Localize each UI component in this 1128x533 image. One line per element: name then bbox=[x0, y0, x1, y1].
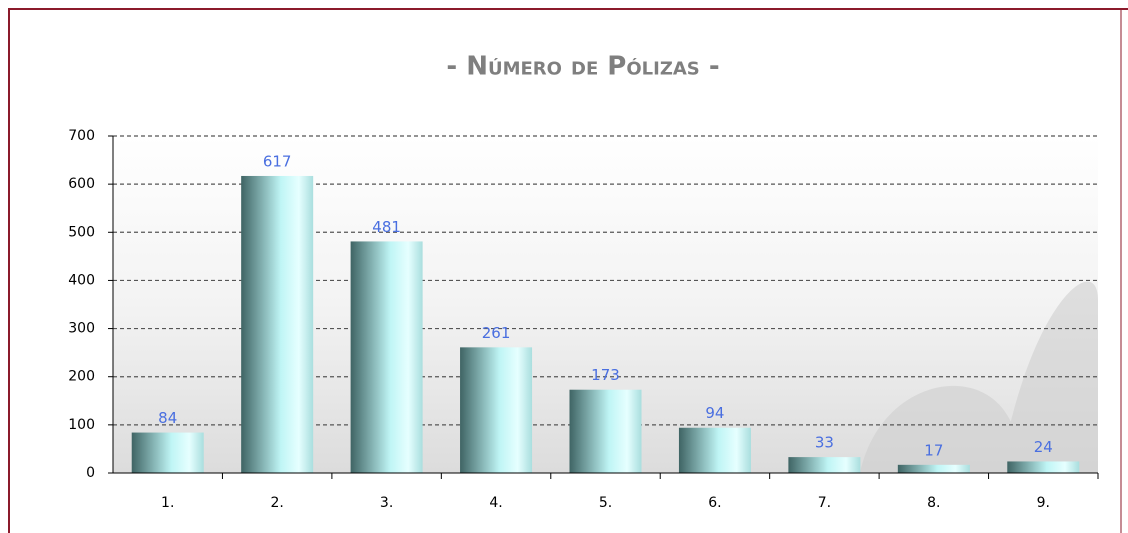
value-label: 17 bbox=[924, 441, 943, 459]
value-label: 617 bbox=[263, 152, 292, 170]
x-tick-label: 7. bbox=[818, 495, 831, 511]
bar bbox=[570, 390, 642, 473]
y-tick-label: 0 bbox=[86, 465, 95, 481]
x-tick-label: 5. bbox=[599, 495, 612, 511]
value-label: 481 bbox=[372, 218, 401, 236]
value-label: 173 bbox=[591, 366, 620, 384]
value-label: 261 bbox=[482, 324, 511, 342]
x-tick-label: 6. bbox=[708, 495, 721, 511]
x-tick-label: 2. bbox=[270, 495, 283, 511]
bar bbox=[788, 457, 860, 473]
bar bbox=[132, 433, 204, 473]
value-label: 24 bbox=[1034, 438, 1053, 456]
value-label: 33 bbox=[815, 434, 834, 452]
y-tick-label: 500 bbox=[68, 224, 95, 240]
x-tick-label: 3. bbox=[380, 495, 393, 511]
y-tick-label: 700 bbox=[68, 128, 95, 144]
x-tick-label: 8. bbox=[927, 495, 940, 511]
bar bbox=[241, 176, 313, 473]
y-tick-label: 400 bbox=[68, 272, 95, 288]
y-tick-label: 200 bbox=[68, 369, 95, 385]
bar bbox=[460, 347, 532, 473]
bar bbox=[679, 428, 751, 473]
y-tick-label: 100 bbox=[68, 417, 95, 433]
value-label: 94 bbox=[705, 404, 724, 422]
x-tick-label: 4. bbox=[489, 495, 502, 511]
bar bbox=[351, 241, 423, 473]
y-tick-label: 300 bbox=[68, 321, 95, 337]
y-tick-label: 600 bbox=[68, 176, 95, 192]
chart-title: - Número de Pólizas - bbox=[446, 52, 719, 82]
x-tick-label: 9. bbox=[1037, 495, 1050, 511]
x-tick-label: 1. bbox=[161, 495, 174, 511]
bar bbox=[898, 465, 970, 473]
value-label: 84 bbox=[158, 409, 177, 427]
bar bbox=[1007, 461, 1079, 473]
chart: - Número de Pólizas - 0 100 200 300 400 500 60… bbox=[0, 0, 1128, 533]
